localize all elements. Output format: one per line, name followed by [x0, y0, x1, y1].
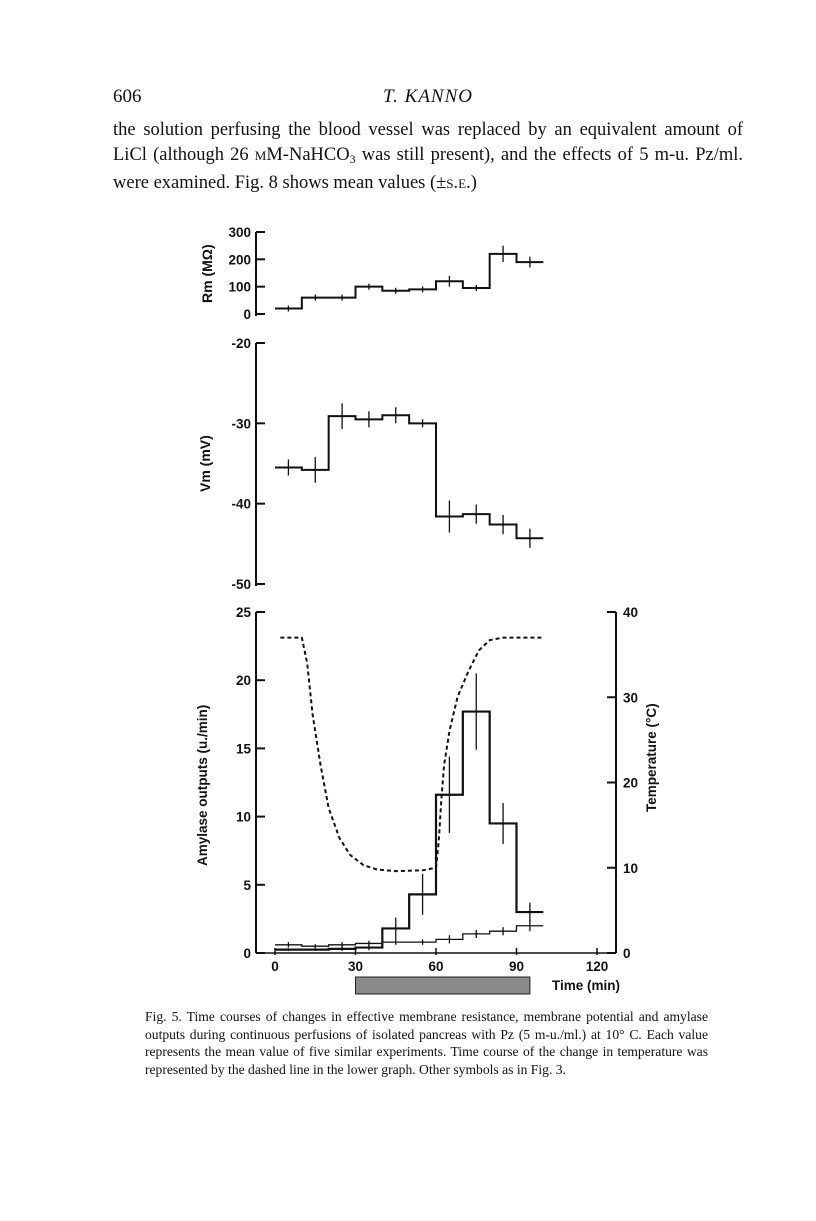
- y-tick-label: 0: [243, 946, 251, 961]
- x-tick-label: 90: [509, 959, 524, 974]
- y-tick-label: 100: [228, 280, 251, 295]
- vm-panel: Vm (mV) -20 -30 -40 -50: [197, 336, 544, 592]
- page-number: 606: [113, 86, 142, 107]
- y2-tick-label: 40: [623, 605, 638, 620]
- control-step-line: [275, 925, 544, 947]
- page-header: 606 T. KANNO: [113, 86, 743, 112]
- time-x-label: Time (min): [552, 978, 620, 993]
- rm-ticks: 300 200 100 0: [228, 225, 265, 322]
- body-text-mm: mM: [254, 144, 283, 165]
- y-tick-label: -40: [231, 497, 251, 512]
- figure-caption: Fig. 5. Time courses of changes in effec…: [145, 1008, 708, 1078]
- x-tick-label: 30: [348, 959, 363, 974]
- y2-tick-label: 0: [623, 946, 631, 961]
- rm-y-label: Rm (MΩ): [199, 244, 215, 303]
- x-tick-label: 60: [428, 959, 443, 974]
- vm-series: [275, 403, 544, 548]
- running-head: T. KANNO: [382, 86, 473, 107]
- amylase-y-label: Amylase outputs (u./min): [195, 705, 210, 866]
- rm-series: [275, 245, 544, 312]
- y-tick-label: 20: [236, 673, 251, 688]
- temperature-dashed-line: [280, 636, 544, 873]
- stimulus-bar: [355, 976, 531, 995]
- y2-tick-label: 20: [623, 776, 638, 791]
- body-text-4: ): [470, 173, 477, 193]
- y-tick-label: 5: [243, 878, 251, 893]
- y2-tick-label: 30: [623, 690, 638, 705]
- vm-step-line: [275, 414, 544, 540]
- amylase-step-line: [275, 710, 544, 951]
- y-tick-label: 300: [228, 225, 251, 240]
- y-tick-label: 200: [228, 252, 251, 267]
- y2-tick-label: 10: [623, 861, 638, 876]
- y-tick-label: -20: [231, 336, 251, 351]
- x-tick-label: 120: [586, 959, 609, 974]
- amylase-ticks: 0 5 10 15 20 25 0 10 20 30 40 0 30 60 90 120: [236, 605, 638, 974]
- amylase-panel: Amylase outputs (u./min) Temperature (°C…: [195, 605, 659, 995]
- y-tick-label: -50: [231, 577, 251, 592]
- rm-panel: Rm (MΩ) 300 200 100 0: [199, 225, 544, 322]
- body-text-2: -NaHCO: [282, 144, 350, 165]
- body-text-3: was still present), and the effects of 5…: [113, 144, 743, 194]
- y-tick-label: -30: [231, 416, 251, 431]
- rm-step-line: [275, 252, 544, 310]
- x-tick-label: 0: [271, 959, 279, 974]
- y-tick-label: 0: [243, 307, 251, 322]
- y-tick-label: 10: [236, 810, 251, 825]
- y-tick-label: 25: [236, 605, 252, 620]
- body-text-subscript: 3: [349, 151, 356, 166]
- caption-text: Fig. 5. Time courses of changes in effec…: [145, 1009, 708, 1077]
- body-text-1: the solution perfusing the blood vessel …: [113, 120, 743, 165]
- vm-y-label: Vm (mV): [197, 435, 213, 492]
- amylase-series: [275, 636, 544, 951]
- body-paragraph: the solution perfusing the blood vessel …: [113, 118, 743, 196]
- y-tick-label: 15: [236, 741, 252, 756]
- vm-ticks: -20 -30 -40 -50: [231, 336, 265, 592]
- temperature-y-label: Temperature (°C): [644, 703, 659, 812]
- body-text-se: ±s.e.: [436, 173, 471, 193]
